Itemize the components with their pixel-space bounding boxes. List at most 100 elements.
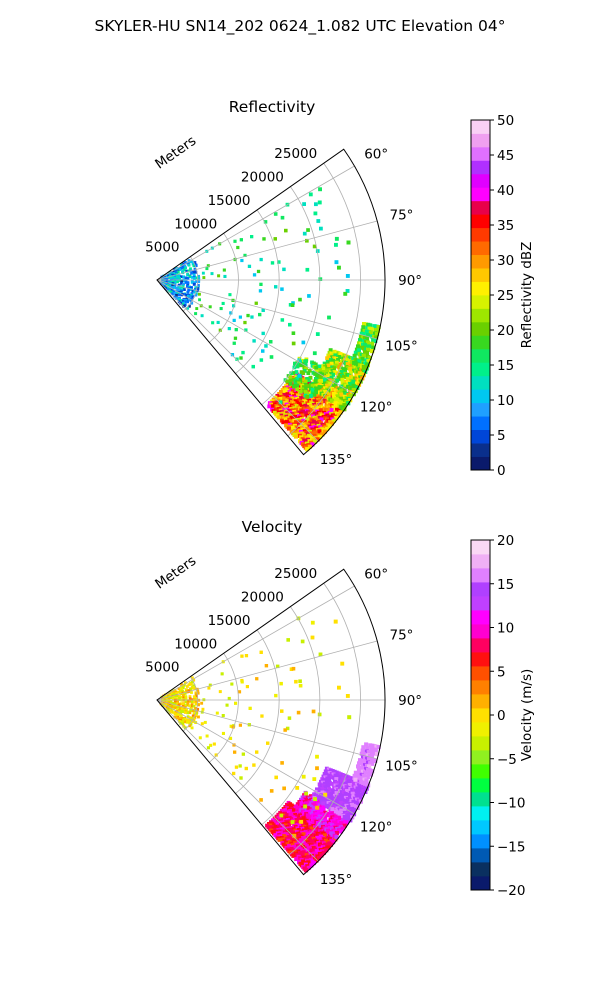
echo-pixel — [297, 373, 302, 378]
colorbar-tick-label: 10 — [497, 621, 514, 637]
echo-pixel — [178, 709, 181, 712]
echo-pixel — [189, 298, 193, 302]
echo-pixel — [221, 731, 225, 735]
echo-pixel — [328, 768, 333, 773]
colorbar-segment — [471, 308, 490, 323]
echo-pixel — [178, 279, 182, 282]
angular-tick-label: 135° — [320, 452, 353, 468]
echo-pixel — [376, 745, 381, 750]
echo-pixel — [230, 682, 234, 686]
colorbar-segment — [471, 680, 490, 695]
reflectivity-grid — [156, 163, 385, 442]
echo-pixel — [196, 707, 200, 711]
echo-pixel — [246, 313, 250, 318]
echo-pixel — [337, 355, 342, 359]
echo-pixel — [278, 396, 283, 401]
echo-pixel — [247, 264, 252, 268]
echo-pixel — [194, 712, 198, 716]
echo-pixel — [269, 340, 273, 344]
echo-pixel — [306, 865, 311, 870]
echo-pixel — [338, 362, 343, 367]
echo-pixel — [370, 341, 375, 346]
echo-pixel — [252, 763, 256, 767]
echo-pixel — [192, 678, 196, 682]
echo-pixel — [356, 790, 361, 795]
echo-pixel — [373, 338, 378, 343]
range-ring — [209, 233, 239, 343]
echo-pixel — [286, 426, 291, 431]
echo-pixel — [183, 288, 186, 291]
radial-tick-label: 15000 — [208, 193, 251, 209]
echo-pixel — [182, 279, 186, 282]
echo-pixel — [179, 714, 183, 718]
echo-pixel — [239, 776, 243, 780]
echo-pixel — [345, 376, 350, 381]
echo-pixel — [317, 434, 323, 439]
echo-pixel — [187, 288, 191, 292]
echo-pixel — [360, 748, 365, 753]
colorbar-segment — [471, 268, 490, 282]
colorbar-tick-label: −10 — [497, 796, 526, 812]
echo-pixel — [321, 370, 326, 374]
echo-pixel — [180, 280, 184, 283]
echo-pixel — [369, 754, 375, 759]
colorbar-segment — [471, 778, 490, 793]
echo-pixel — [348, 394, 353, 399]
echo-pixel — [318, 375, 323, 380]
echo-pixel — [175, 297, 178, 300]
echo-pixel — [175, 694, 179, 697]
echo-pixel — [315, 332, 320, 336]
echo-pixel — [194, 293, 198, 297]
echo-pixel — [180, 687, 183, 691]
echo-pixel — [194, 694, 198, 698]
echo-pixel — [234, 328, 238, 332]
echo-pixel — [168, 284, 172, 288]
echo-pixel — [240, 258, 244, 263]
echo-pixel — [178, 268, 181, 271]
echo-pixel — [329, 791, 334, 796]
echo-pixel — [334, 835, 339, 840]
echo-pixel — [274, 775, 278, 780]
echo-pixel — [191, 296, 194, 300]
echo-pixel — [339, 392, 344, 397]
echo-pixel — [186, 685, 189, 688]
colorbar-segment — [471, 540, 490, 555]
echo-pixel — [352, 353, 357, 358]
echo-pixel — [331, 840, 336, 845]
echo-pixel — [184, 266, 187, 270]
echo-pixel — [362, 770, 367, 775]
echo-pixel — [161, 283, 165, 287]
echo-pixel — [184, 700, 188, 704]
echo-pixel — [304, 366, 308, 371]
echo-pixel — [328, 842, 333, 847]
echo-pixel — [298, 297, 302, 302]
echo-pixel — [359, 792, 364, 797]
echo-pixel — [176, 287, 180, 291]
echo-pixel — [340, 826, 345, 831]
echo-pixel — [175, 272, 178, 276]
echo-pixel — [338, 829, 343, 834]
colorbar-segment — [471, 254, 490, 269]
echo-pixel — [216, 320, 220, 324]
echo-pixel — [200, 722, 204, 726]
range-ring — [235, 209, 280, 374]
range-ring — [182, 256, 199, 312]
echo-pixel — [192, 704, 196, 708]
echo-pixel — [321, 381, 326, 386]
echo-pixel — [198, 298, 201, 302]
echo-pixel — [218, 690, 222, 694]
echo-pixel — [368, 330, 373, 335]
radial-tick-label: 10000 — [174, 636, 217, 652]
colorbar-segment — [471, 416, 490, 431]
echo-pixel — [366, 330, 371, 335]
echo-pixel — [234, 765, 239, 769]
echo-pixel — [195, 700, 198, 704]
echo-pixel — [301, 832, 306, 837]
echo-pixel — [337, 811, 342, 816]
echo-pixel — [292, 833, 297, 838]
azimuth-spoke — [156, 699, 319, 862]
azimuth-spoke — [156, 699, 378, 760]
echo-pixel — [298, 389, 303, 394]
echo-pixel — [356, 348, 361, 353]
echo-pixel — [174, 706, 178, 710]
